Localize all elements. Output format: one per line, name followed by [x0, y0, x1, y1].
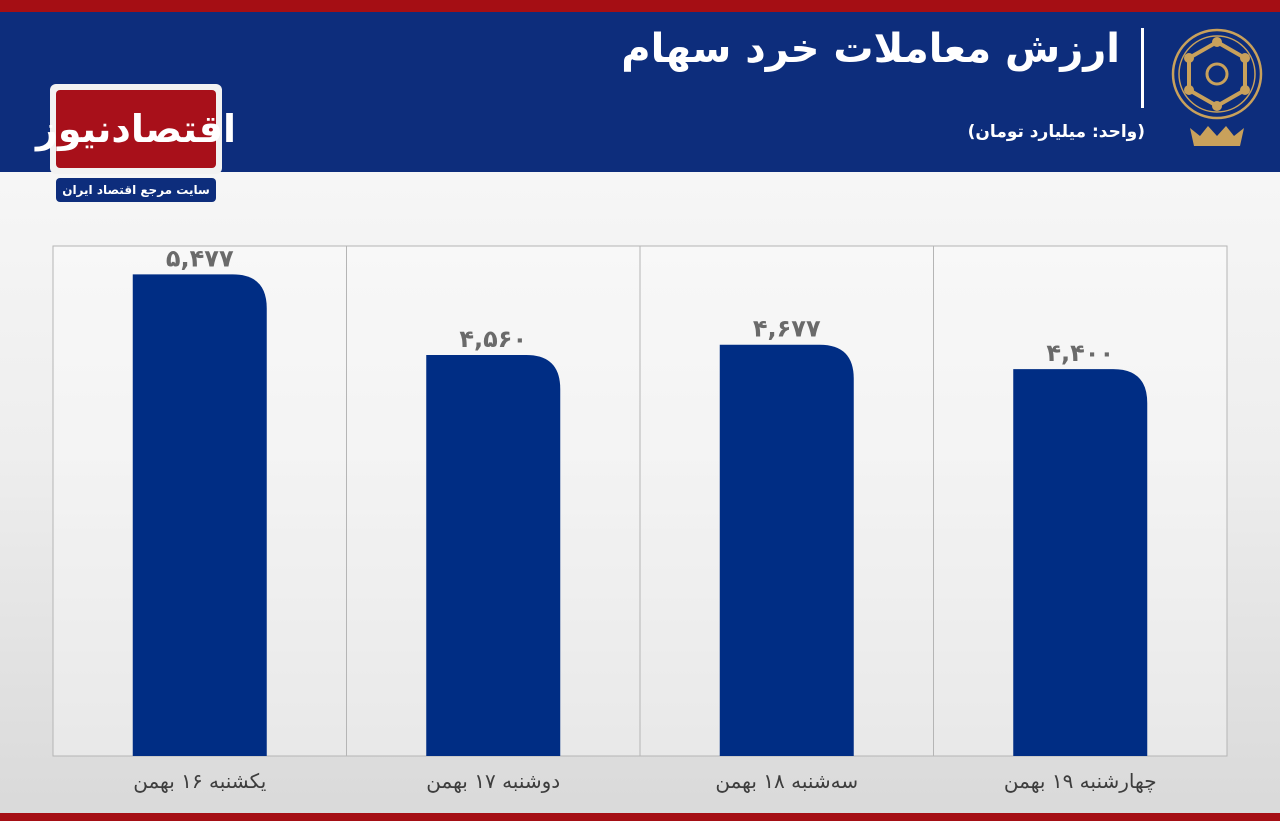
- bottom-accent-strip: [0, 813, 1280, 821]
- header-divider: [1141, 28, 1144, 108]
- data-label: ۴,۵۶۰: [459, 325, 527, 353]
- category-label: چهارشنبه ۱۹ بهمن: [1004, 769, 1157, 793]
- chart-title: ارزش معاملات خرد سهام: [621, 26, 1120, 72]
- bar: [719, 344, 854, 756]
- category-label: سه‌شنبه ۱۸ بهمن: [715, 769, 858, 793]
- bar: [426, 355, 561, 756]
- bar: [1013, 369, 1148, 756]
- data-label: ۵,۴۷۷: [166, 244, 234, 272]
- unit-label: (واحد: میلیارد تومان): [967, 122, 1145, 142]
- bar: [132, 274, 267, 756]
- data-label: ۴,۴۰۰: [1046, 339, 1114, 367]
- site-logo-wordmark: اقتصادنیوز: [36, 90, 236, 168]
- category-label: دوشنبه ۱۷ بهمن: [426, 769, 560, 793]
- top-accent-strip: [0, 0, 1280, 12]
- exchange-emblem-icon: [1171, 28, 1263, 146]
- category-label: یکشنبه ۱۶ بهمن: [133, 769, 266, 793]
- site-tagline: سایت مرجع اقتصاد ایران: [56, 178, 216, 202]
- site-logo: اقتصادنیوز: [36, 84, 236, 174]
- data-label: ۴,۶۷۷: [753, 315, 821, 343]
